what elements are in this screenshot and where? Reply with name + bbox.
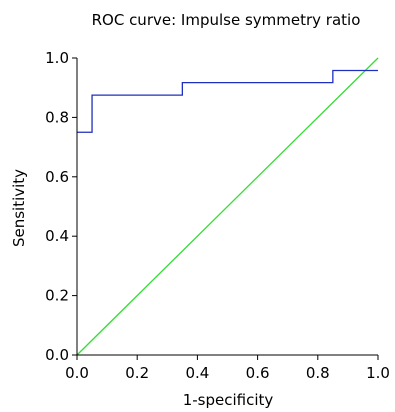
y-tick-label: 0.0 <box>45 346 69 364</box>
roc-curve-line <box>77 69 378 133</box>
chart-title: ROC curve: Impulse symmetry ratio <box>92 11 361 29</box>
reference-diagonal-line <box>76 57 379 356</box>
x-tick-label: 1.0 <box>366 364 390 382</box>
x-tick-label: 0.4 <box>185 364 209 382</box>
y-tick-label: 1.0 <box>45 49 69 67</box>
x-tick-label: 0.0 <box>65 364 89 382</box>
axes: 0.0 0.2 0.4 0.6 0.8 1.0 0.0 0.2 0.4 0.6 0.8 1.0 <box>45 49 390 382</box>
y-axis-label: Sensitivity <box>10 169 28 247</box>
x-tick-label: 0.6 <box>246 364 270 382</box>
y-tick-label: 0.4 <box>45 227 69 245</box>
y-tick-label: 0.8 <box>45 108 69 126</box>
x-axis-label: 1-specificity <box>183 391 274 409</box>
x-tick-label: 0.2 <box>125 364 149 382</box>
plot-series <box>76 57 379 356</box>
x-tick-label: 0.8 <box>306 364 330 382</box>
y-tick-label: 0.6 <box>45 168 69 186</box>
y-tick-label: 0.2 <box>45 287 69 305</box>
